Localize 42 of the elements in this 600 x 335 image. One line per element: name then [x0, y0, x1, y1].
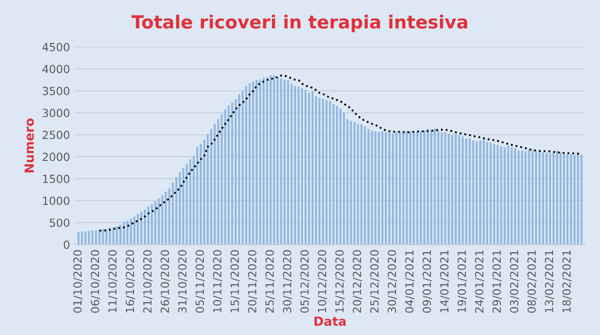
x-tick-label: 05/12/2020	[300, 250, 310, 313]
x-tick-label: 13/02/2021	[544, 250, 554, 312]
x-tick-label: 25/12/2020	[370, 250, 380, 313]
x-tick-label: 04/01/2021	[405, 250, 414, 313]
x-tick-label: 16/10/2020	[126, 250, 135, 312]
x-tick-label: 15/12/2020	[335, 250, 345, 312]
x-tick-label: 08/02/2021	[527, 250, 537, 313]
x-tick-label: 19/01/2021	[458, 250, 467, 312]
x-tick-label: 05/11/2020	[196, 250, 205, 313]
x-tick-label: 10/11/2020	[213, 250, 222, 312]
y-tick-label: 500	[50, 218, 70, 227]
x-tick-label: 20/11/2020	[248, 250, 258, 313]
y-tick-label: 3500	[42, 86, 70, 96]
x-tick-label: 30/12/2020	[388, 250, 397, 313]
y-tick-label: 4000	[42, 64, 70, 74]
y-tick-label: 1500	[43, 174, 70, 184]
x-tick-label: 26/10/2020	[160, 250, 170, 313]
x-tick-label: 15/11/2020	[230, 250, 240, 312]
x-tick-label: 01/10/2020	[73, 250, 83, 313]
x-axis-title: Data	[314, 316, 346, 326]
x-tick-label: 06/10/2020	[90, 250, 100, 313]
x-tick-label: 03/02/2021	[510, 250, 520, 313]
x-tick-label: 09/01/2021	[422, 250, 432, 313]
x-tick-label: 18/02/2021	[562, 250, 572, 312]
x-tick-label: 24/01/2021	[475, 250, 484, 313]
y-tick-label: 2000	[42, 152, 70, 162]
y-tick-label: 0	[64, 240, 70, 249]
y-axis-title: Numero	[24, 118, 34, 172]
chart-title: Totale ricoveri in terapia intesiva	[132, 14, 468, 32]
x-tick-label: 14/01/2021	[440, 250, 450, 312]
y-tick-label: 2500	[42, 130, 70, 140]
x-tick-label: 21/10/2020	[143, 250, 152, 313]
x-tick-label: 20/12/2020	[352, 250, 362, 313]
y-tick-label: 3000	[42, 108, 70, 118]
y-tick-label: 1000	[43, 196, 70, 206]
x-tick-label: 25/11/2020	[265, 250, 275, 313]
x-tick-label: 10/12/2020	[318, 250, 328, 312]
x-tick-label: 29/01/2021	[492, 250, 502, 313]
x-tick-label: 31/10/2020	[178, 250, 188, 313]
x-tick-label: 11/10/2020	[108, 250, 118, 312]
y-tick-label: 4500	[42, 42, 70, 52]
x-tick-label: 30/11/2020	[282, 250, 292, 313]
